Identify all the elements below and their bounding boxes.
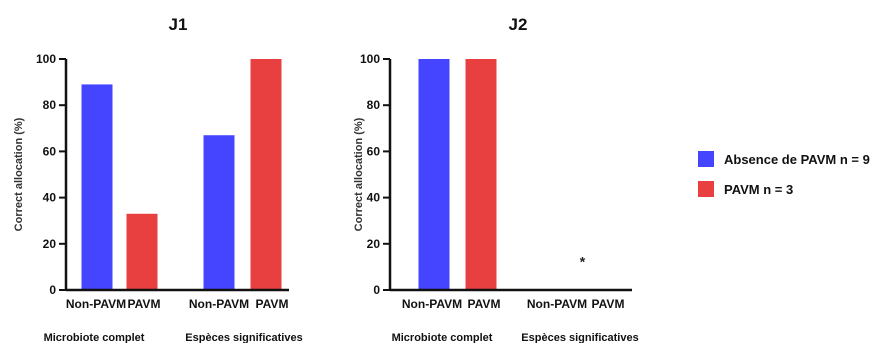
- chart1-ylabel: Correct allocation (%): [13, 117, 25, 231]
- chart2-title: J2: [509, 15, 528, 34]
- chart2-ytick-label-20: 20: [367, 237, 381, 251]
- chart1-xtick-g1-non-pavm: Non-PAVM: [66, 297, 126, 311]
- legend-label-non-pavm: Absence de PAVM n = 9: [724, 151, 870, 167]
- chart2-group-label-1: Microbiote complet: [392, 332, 493, 343]
- chart1-xtick-g1-pavm: PAVM: [128, 297, 161, 311]
- chart1-bar-g2-pavm: [250, 59, 282, 290]
- chart2-bar-g1-pavm: [465, 59, 497, 290]
- chart2-ytick-label-100: 100: [360, 52, 380, 66]
- chart2-xtick-g1-non-pavm: Non-PAVM: [402, 297, 462, 311]
- chart2-ytick-label-0: 0: [373, 283, 380, 297]
- chart2-xtick-g2-non-pavm: Non-PAVM: [527, 297, 587, 311]
- chart2-group-label-2: Espèces significatives: [521, 332, 638, 343]
- chart1-ytick-label-100: 100: [36, 52, 56, 66]
- chart2-ytick-label-40: 40: [367, 191, 381, 205]
- chart1-xtick-g2-non-pavm: Non-PAVM: [189, 297, 249, 311]
- legend-label-pavm: PAVM n = 3: [724, 181, 794, 197]
- chart1-bar-g1-pavm: [126, 213, 158, 290]
- chart1-ytick-label-80: 80: [43, 98, 57, 112]
- legend: Absence de PAVM n = 9 PAVM n = 3: [698, 147, 870, 207]
- chart2-xtick-g1-pavm: PAVM: [468, 297, 501, 311]
- chart1-ytick-label-60: 60: [43, 144, 57, 158]
- chart2-ylabel: Correct allocation (%): [353, 117, 365, 231]
- chart2-bar-g1-non-pavm: [418, 59, 450, 290]
- legend-item-non-pavm: Absence de PAVM n = 9: [698, 147, 870, 171]
- chart2-xtick-g2-pavm: PAVM: [592, 297, 625, 311]
- chart1-bar-g1-non-pavm: [81, 84, 113, 290]
- legend-swatch-non-pavm: [698, 151, 714, 167]
- chart1-title: J1: [169, 15, 188, 34]
- chart1-group-label-1: Microbiote complet: [44, 332, 145, 343]
- legend-swatch-pavm: [698, 181, 714, 197]
- chart2-ytick-label-60: 60: [367, 144, 381, 158]
- chart2-annotation-1: *: [580, 253, 586, 269]
- chart1-group-label-2: Espèces significatives: [185, 332, 302, 343]
- chart1-ytick-label-40: 40: [43, 191, 57, 205]
- chart1-ytick-label-0: 0: [49, 283, 56, 297]
- chart1-ytick-label-20: 20: [43, 237, 57, 251]
- legend-item-pavm: PAVM n = 3: [698, 177, 870, 201]
- chart1-bar-g2-non-pavm: [203, 135, 235, 290]
- chart1-xtick-g2-pavm: PAVM: [256, 297, 289, 311]
- chart2-ytick-label-80: 80: [367, 98, 381, 112]
